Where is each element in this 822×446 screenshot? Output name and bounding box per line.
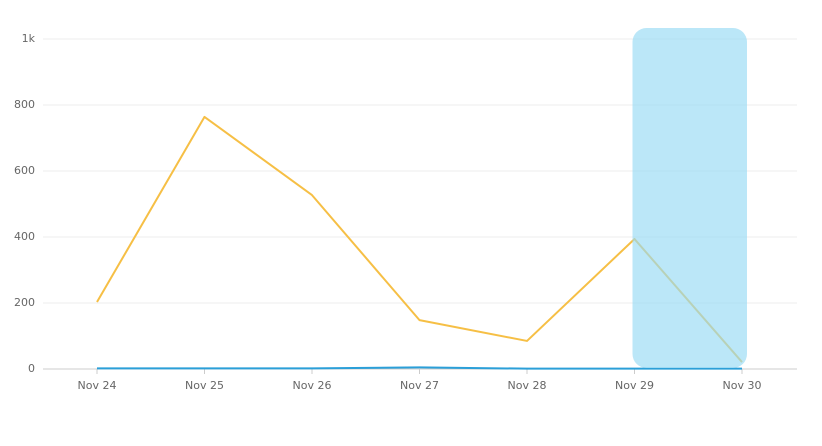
series-line — [97, 366, 742, 370]
x-tick-label: Nov 30 — [723, 379, 762, 392]
x-tick-label: Nov 24 — [78, 379, 117, 392]
y-tick-label: 200 — [14, 296, 35, 309]
y-tick-label: 1k — [22, 32, 36, 45]
x-tick-label: Nov 29 — [615, 379, 654, 392]
y-tick-label: 600 — [14, 164, 35, 177]
y-tick-label: 800 — [14, 98, 35, 111]
x-tick-label: Nov 27 — [400, 379, 439, 392]
x-tick-label: Nov 26 — [293, 379, 332, 392]
x-tick-label: Nov 25 — [185, 379, 224, 392]
x-tick-label: Nov 28 — [508, 379, 547, 392]
selection-highlight — [632, 28, 747, 368]
y-tick-label: 400 — [14, 230, 35, 243]
y-tick-label: 0 — [28, 362, 35, 375]
